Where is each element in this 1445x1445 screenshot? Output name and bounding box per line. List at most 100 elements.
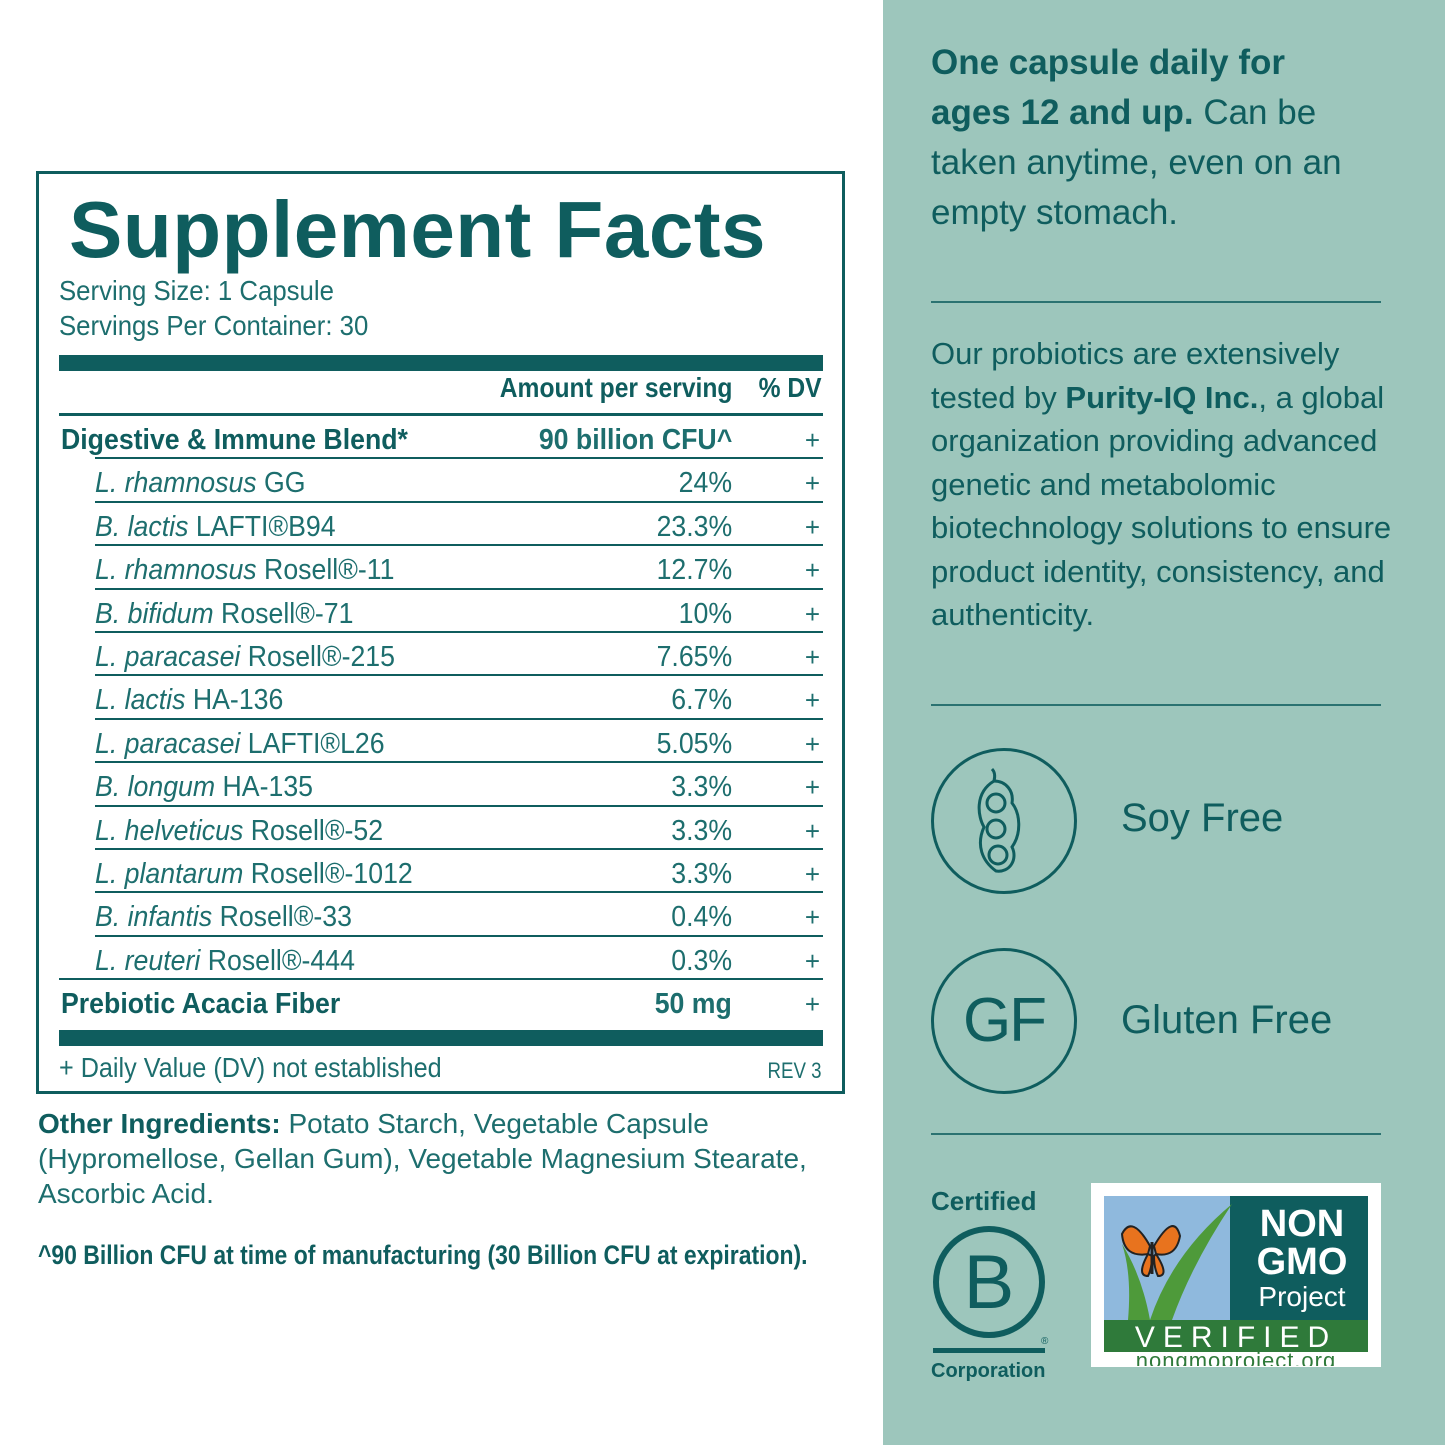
row-dv: +	[804, 728, 820, 759]
other-ingredients-label: Other Ingredients:	[38, 1108, 281, 1139]
strain-id: Rosell®-52	[243, 814, 384, 847]
bcorp-certified: Certified	[931, 1186, 1037, 1216]
nongmo-non: NON	[1260, 1203, 1344, 1245]
row-amount: 0.4%	[671, 901, 732, 934]
row-amount: 3.3%	[671, 858, 732, 890]
row-amount: 24%	[678, 467, 732, 500]
serving-size: Serving Size: 1 Capsule	[59, 275, 334, 306]
row-dv: +	[804, 598, 820, 629]
testing-pre: Our probiotics are extensively tested by	[931, 336, 1340, 415]
row-amount: 50 mg	[654, 988, 732, 1021]
row-rule	[95, 631, 823, 633]
row-rule	[95, 674, 823, 677]
row-amount: 6.7%	[671, 684, 732, 717]
servings-per-container: Servings Per Container: 30	[59, 310, 369, 341]
bcorp-logo-icon: B ®	[933, 1226, 1049, 1353]
divider-3	[931, 1133, 1381, 1135]
strain-species: L. lactis	[95, 684, 186, 717]
row-rule	[95, 761, 823, 764]
row-amount: 5.05%	[656, 727, 732, 760]
facts-title: Supplement Facts	[69, 185, 767, 274]
row-dv: +	[804, 555, 820, 586]
nongmo-verified: VERIFIED	[1135, 1321, 1337, 1354]
other-ingredients: Other Ingredients: Potato Starch, Vegeta…	[38, 1106, 858, 1211]
strain-species: L. rhamnosus	[95, 467, 257, 500]
right-panel: One capsule daily for ages 12 and up. Ca…	[883, 0, 1445, 1445]
strain-id: LAFTI®B94	[188, 510, 336, 543]
cfu-note: ^90 Billion CFU at time of manufacturing…	[38, 1240, 808, 1270]
strain-name: L. paracasei LAFTI®L26	[95, 728, 385, 760]
amount-header: Amount per serving	[499, 372, 732, 403]
strain-name: L. rhamnosus GG	[95, 467, 306, 499]
row-dv: +	[804, 425, 820, 455]
row-amount: 3.3%	[671, 771, 732, 804]
strain-id: HA-135	[215, 771, 314, 804]
testing-post: , a global organization providing advanc…	[931, 379, 1392, 633]
strain-species: L. helveticus	[95, 814, 244, 847]
strain-name: L. plantarum Rosell®-1012	[95, 858, 413, 890]
row-name: Digestive & Immune Blend*	[61, 424, 408, 456]
row-dv: +	[804, 468, 820, 499]
row-dv: +	[804, 989, 820, 1020]
row-amount: 10%	[678, 597, 732, 630]
row-rule	[95, 717, 823, 720]
row-dv: +	[804, 772, 820, 803]
strain-id: LAFTI®L26	[240, 727, 385, 760]
other-ingredients-text: Potato Starch, Vegetable Capsule (Hyprom…	[38, 1108, 807, 1209]
row-rule	[95, 891, 823, 894]
nongmo-url: nongmoproject.org	[1136, 1348, 1336, 1366]
row-rule	[95, 934, 823, 937]
strain-id: Rosell®-33	[212, 901, 352, 934]
gluten-free-label: Gluten Free	[1121, 998, 1333, 1042]
nongmo-verified-logo: NON GMO Project VERIFIED nongmoproject.o…	[1091, 1183, 1381, 1373]
bcorp-corporation: Corporation	[931, 1360, 1046, 1382]
gf-abbr: GF	[962, 986, 1047, 1055]
dosage-rest: Can be taken anytime, even on an empty s…	[931, 93, 1342, 232]
dosage-text: One capsule daily for ages 12 and up. Ca…	[931, 38, 1371, 238]
strain-id: Rosell®-444	[200, 944, 355, 977]
divider-1	[931, 301, 1381, 303]
revision-label: REV 3	[767, 1058, 822, 1083]
soybean-pod-icon	[931, 748, 1077, 894]
row-dv: +	[804, 685, 820, 716]
supplement-facts-panel: Supplement Facts Serving Size: 1 Capsule…	[36, 171, 845, 1094]
soy-free-label: Soy Free	[1121, 796, 1284, 840]
strain-name: L. reuteri Rosell®-444	[95, 945, 355, 977]
dosage-bold: One capsule daily for ages 12 and up.	[931, 43, 1285, 132]
divider-2	[931, 704, 1381, 706]
row-rule	[95, 587, 823, 590]
strain-id: Rosell®-71	[213, 597, 354, 630]
row-rule	[95, 544, 823, 547]
row-amount: 90 billion CFU^	[538, 424, 732, 456]
strain-species: L. plantarum	[95, 858, 244, 890]
bottom-thick-bar	[59, 1030, 823, 1046]
strain-id: Rosell®-215	[240, 641, 395, 673]
row-amount: 7.65%	[656, 641, 732, 673]
row-amount: 23.3%	[656, 510, 732, 543]
strain-name: L. paracasei Rosell®-215	[95, 641, 395, 673]
dv-header: % DV	[759, 372, 822, 403]
gf-circle-icon: GF	[931, 948, 1077, 1094]
strain-name: B. bifidum Rosell®-71	[95, 598, 353, 630]
row-dv: +	[804, 945, 820, 976]
row-name: Prebiotic Acacia Fiber	[61, 988, 341, 1021]
row-dv: +	[804, 642, 820, 672]
top-thick-bar	[59, 355, 823, 371]
testing-company: Purity-IQ Inc.	[1065, 379, 1259, 415]
row-amount: 12.7%	[656, 554, 732, 587]
strain-species: L. paracasei	[95, 641, 241, 673]
row-dv: +	[804, 815, 820, 846]
nongmo-gmo: GMO	[1257, 1241, 1348, 1283]
strain-species: B. lactis	[95, 510, 189, 543]
strain-name: B. lactis LAFTI®B94	[95, 511, 336, 543]
strain-name: B. longum HA-135	[95, 771, 313, 803]
row-dv: +	[804, 902, 820, 933]
strain-id: GG	[256, 467, 306, 500]
row-dv: +	[804, 511, 820, 542]
strain-id: Rosell®-1012	[243, 858, 413, 890]
dv-footnote: + Daily Value (DV) not established	[59, 1052, 442, 1083]
strain-id: HA-136	[185, 684, 284, 717]
row-rule	[95, 457, 823, 460]
strain-species: L. paracasei	[95, 727, 241, 760]
strain-name: L. rhamnosus Rosell®-11	[95, 554, 394, 586]
